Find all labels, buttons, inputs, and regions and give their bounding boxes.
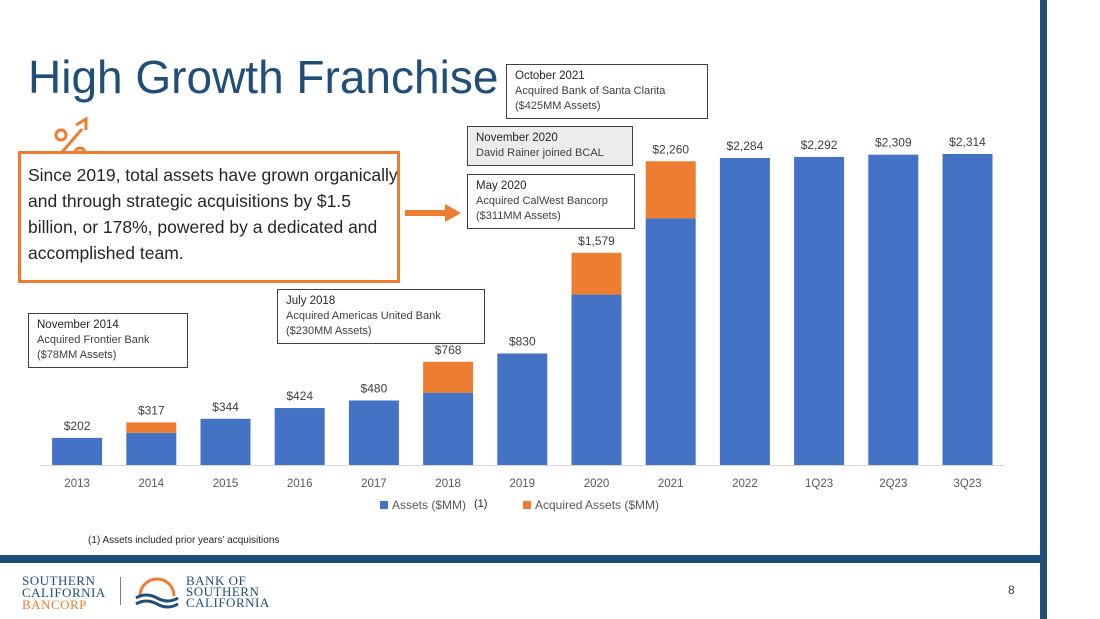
x-tick-label: 2017	[361, 478, 387, 490]
callout-line: ($425MM Assets)	[515, 100, 601, 112]
legend-label: Assets ($MM)	[392, 498, 466, 512]
bar-assets	[497, 353, 548, 465]
logo-line: SOUTHERN	[186, 584, 260, 599]
southern-california-bancorp-logo: SOUTHERN CALIFORNIA BANCORP	[22, 573, 106, 612]
logo-divider	[120, 577, 121, 605]
callout-line: ($230MM Assets)	[286, 325, 372, 337]
legend-label: Acquired Assets ($MM)	[535, 498, 659, 512]
highlight-box	[18, 151, 400, 283]
data-label: $2,309	[875, 136, 912, 150]
logo-line: CALIFORNIA	[186, 595, 270, 610]
x-tick-label: 2019	[510, 478, 536, 490]
bar-assets	[126, 432, 177, 465]
bar-assets	[274, 408, 325, 465]
bar-assets	[645, 218, 696, 465]
footnote: (1) Assets included prior years’ acquisi…	[88, 535, 280, 546]
x-tick-label: 1Q23	[805, 478, 833, 490]
logo-line: CALIFORNIA	[22, 585, 106, 600]
bottom-accent-bar	[0, 555, 1047, 563]
data-label: $2,284	[727, 139, 764, 153]
data-label: $2,260	[652, 142, 689, 156]
data-label: $344	[212, 400, 239, 414]
data-label: $768	[435, 343, 462, 357]
highlight-text: Since 2019, total assets have grown orga…	[28, 165, 398, 263]
page-number: 8	[1008, 583, 1015, 597]
bar-acquired-assets	[126, 422, 177, 433]
callout-line: Acquired Bank of Santa Clarita	[515, 85, 666, 97]
callout-nov-2020: November 2020 David Rainer joined BCAL	[467, 126, 633, 166]
callout-line: David Rainer joined BCAL	[476, 147, 604, 159]
callout-heading: October 2021	[515, 70, 585, 82]
x-tick-label: 3Q23	[953, 478, 981, 490]
bar-assets	[200, 418, 251, 465]
right-accent-bar	[1040, 0, 1047, 619]
callout-line: Acquired Americas United Bank	[286, 310, 441, 322]
callout-line: Acquired CalWest Bancorp	[476, 195, 608, 207]
x-tick-label: 2021	[658, 478, 684, 490]
assets-bar-chart: $202 2013 $317 2014 $344 2015 $424 2016 $480 2017…	[40, 135, 1005, 512]
bar-assets	[942, 154, 993, 465]
data-label: $424	[286, 389, 313, 403]
x-tick-label: 2020	[584, 478, 610, 490]
callout-heading: November 2014	[37, 319, 119, 331]
bar-assets	[52, 437, 103, 465]
callout-jul-2018: July 2018 Acquired Americas United Bank …	[277, 289, 485, 344]
callout-heading: July 2018	[286, 295, 336, 307]
callout-oct-2021: October 2021 Acquired Bank of Santa Clar…	[506, 64, 708, 119]
data-label: $480	[361, 381, 388, 395]
bar-assets	[719, 158, 770, 465]
data-label: $317	[138, 403, 165, 417]
legend-swatch-acquired	[523, 501, 531, 509]
data-label: $830	[509, 334, 536, 348]
bank-of-southern-california-logo: BANK OF SOUTHERN CALIFORNIA	[186, 573, 270, 610]
data-label: $1,579	[578, 234, 615, 248]
bar-acquired-assets	[571, 252, 622, 295]
data-label: $2,292	[801, 138, 838, 152]
page-title: High Growth Franchise	[28, 51, 499, 103]
callout-heading: May 2020	[476, 180, 527, 192]
x-tick-label: 2016	[287, 478, 313, 490]
bar-assets	[571, 294, 622, 465]
x-tick-label: 2022	[732, 478, 758, 490]
callout-nov-2014: November 2014 Acquired Frontier Bank ($7…	[28, 313, 188, 368]
x-tick-label: 2018	[435, 478, 461, 490]
callout-heading: November 2020	[476, 132, 558, 144]
bar-assets	[423, 392, 474, 465]
legend-swatch-assets	[380, 501, 388, 509]
bar-assets	[348, 400, 399, 465]
bank-sun-wave-logo-icon	[135, 577, 179, 609]
bar-acquired-assets	[645, 161, 696, 219]
data-label: $202	[64, 419, 91, 433]
x-tick-label: 2Q23	[879, 478, 907, 490]
callout-may-2020: May 2020 Acquired CalWest Bancorp ($311M…	[467, 174, 635, 229]
logo-line: SOUTHERN	[22, 573, 96, 588]
x-tick-label: 2013	[64, 478, 90, 490]
arrow-right-icon	[405, 204, 461, 222]
logo-line: BANK OF	[186, 573, 247, 588]
x-tick-label: 2015	[213, 478, 239, 490]
bar-assets	[794, 156, 845, 465]
legend-footnote-marker: (1)	[474, 498, 487, 510]
x-tick-label: 2014	[139, 478, 165, 490]
logo-line: BANCORP	[22, 597, 87, 612]
callout-line: ($311MM Assets)	[476, 210, 561, 222]
callout-line: Acquired Frontier Bank	[37, 334, 150, 346]
data-label: $2,314	[949, 135, 986, 149]
callout-line: ($78MM Assets)	[37, 349, 117, 361]
bar-assets	[868, 154, 919, 465]
bar-acquired-assets	[423, 361, 474, 393]
